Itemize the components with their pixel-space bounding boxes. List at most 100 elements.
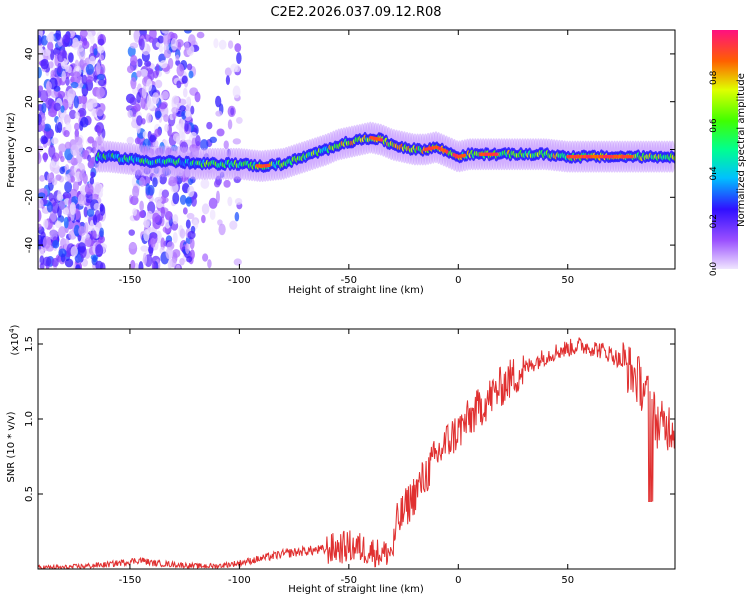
heat-speckle	[38, 113, 42, 126]
y-tick-label: -20	[24, 189, 35, 205]
heat-speckle	[129, 195, 139, 206]
heat-speckle	[162, 33, 171, 47]
heat-speckle	[127, 109, 133, 118]
heat-speckle	[139, 200, 144, 212]
heat-speckle	[201, 214, 206, 224]
heat-speckle	[38, 152, 42, 165]
heat-speckle	[179, 257, 185, 266]
spectrogram-panel: -150 -100 -50 0 50 -40 -20 0 20 40 Height of str…	[6, 29, 676, 296]
heat-speckle	[136, 70, 142, 78]
heat-speckle	[152, 92, 160, 105]
heat-speckle	[209, 136, 218, 144]
heat-speckle	[190, 131, 197, 139]
heat-ridge-peak	[379, 138, 383, 142]
heat-speckle	[189, 237, 195, 250]
heat-speckle	[141, 85, 147, 99]
heat-speckle	[81, 149, 87, 160]
heat-speckle	[179, 228, 186, 239]
colorbar-tick-label: 0.4	[709, 166, 719, 181]
heat-speckle	[60, 155, 65, 163]
heat-speckle	[64, 141, 72, 150]
spectrogram-image	[38, 30, 675, 269]
colorbar-tick-label: 0.8	[709, 70, 719, 85]
heat-speckle	[179, 105, 186, 112]
heat-speckle	[85, 63, 95, 75]
heat-speckle	[136, 91, 142, 104]
spectrogram-y-ticks: -40 -20 0 20 40	[24, 48, 675, 253]
y-tick-label: 0	[24, 146, 35, 152]
snr-y-ticks: 0.5 1.0 1.5	[24, 336, 675, 502]
heat-speckle	[65, 76, 70, 87]
heat-speckle	[93, 202, 101, 211]
heat-speckle	[97, 45, 105, 54]
heat-speckle	[38, 223, 42, 231]
heat-speckle	[144, 60, 152, 67]
heat-speckle	[79, 120, 84, 132]
heat-speckle	[130, 259, 136, 269]
colorbar-tick-label: 0.6	[709, 118, 719, 133]
heat-speckle	[39, 262, 45, 269]
heat-speckle	[81, 258, 89, 267]
heat-speckle	[59, 166, 66, 175]
heat-speckle	[139, 177, 146, 187]
heat-speckle	[201, 203, 210, 215]
heat-speckle	[159, 60, 168, 69]
spectrogram-xlabel: Height of straight line (km)	[288, 285, 424, 296]
heat-speckle	[218, 39, 227, 50]
heat-speckle	[42, 236, 52, 249]
heat-speckle	[161, 91, 169, 100]
heat-speckle	[86, 31, 93, 40]
colorbar-tick-label: 0.2	[709, 214, 719, 228]
heat-speckle	[139, 210, 145, 219]
heat-speckle	[69, 188, 78, 199]
heat-speckle	[213, 38, 219, 49]
heat-speckle	[136, 58, 143, 68]
heat-speckle	[195, 135, 201, 147]
heat-speckle	[150, 237, 156, 248]
heat-speckle	[161, 30, 171, 34]
heat-speckle	[72, 71, 81, 85]
heat-speckle	[224, 67, 232, 77]
x-tick-label: -150	[119, 275, 142, 286]
heat-speckle	[182, 207, 188, 215]
heat-speckle	[52, 240, 60, 249]
heat-speckle	[172, 248, 181, 258]
heat-speckle	[92, 214, 98, 226]
heat-speckle	[60, 253, 66, 263]
heat-speckle	[152, 177, 158, 188]
heat-speckle	[50, 48, 55, 61]
heat-speckle	[57, 52, 65, 63]
heat-speckle	[157, 35, 165, 44]
heat-speckle	[94, 183, 102, 194]
heat-speckle	[155, 63, 160, 76]
snr-xlabel: Height of straight line (km)	[288, 584, 424, 595]
heat-speckle	[128, 229, 135, 236]
heat-speckle	[69, 109, 77, 120]
heat-speckle	[176, 63, 185, 77]
y-tick-label: 0.5	[24, 486, 35, 502]
colorbar: 0.0 0.2 0.4 0.6 0.8 Normalized spectral ampl…	[709, 30, 747, 276]
heat-speckle	[77, 193, 87, 207]
heat-speckle	[186, 212, 195, 220]
heat-speckle	[154, 196, 163, 204]
heat-speckle	[81, 74, 88, 85]
heat-speckle	[73, 95, 79, 109]
heat-speckle	[58, 226, 66, 238]
heat-speckle	[209, 209, 216, 221]
snr-ylabel: SNR (10 * v/v)	[6, 411, 17, 482]
heat-speckle	[181, 110, 187, 120]
heat-ridge-peak	[630, 154, 634, 159]
snr-multiplier: (x104)	[8, 324, 21, 355]
heat-speckle	[98, 54, 105, 61]
y-tick-label: -40	[24, 237, 35, 253]
heat-speckle	[62, 34, 70, 47]
snr-multiplier-close: )	[10, 324, 21, 328]
heat-speckle	[185, 242, 190, 255]
colorbar-tick-label: 0.0	[709, 262, 719, 277]
heat-speckle	[190, 105, 195, 115]
heat-speckle	[63, 130, 70, 138]
x-tick-label: -150	[119, 575, 142, 586]
heat-speckle	[140, 245, 149, 252]
heat-speckle	[60, 105, 65, 113]
heat-speckle	[175, 264, 181, 269]
